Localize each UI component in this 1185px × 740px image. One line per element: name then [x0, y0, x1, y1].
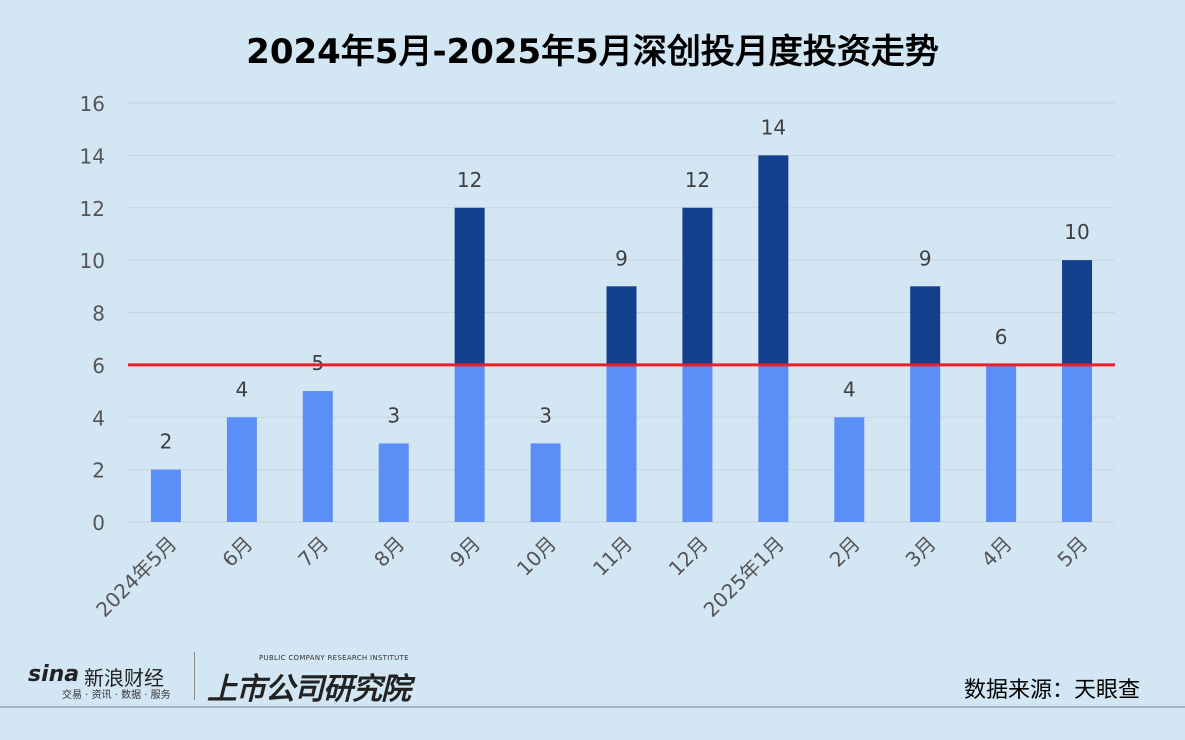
data-label: 14 — [761, 115, 786, 139]
bar-segment-below-6 — [758, 364, 789, 522]
bar-segment-below-6 — [530, 443, 561, 522]
bar-segment-above-6 — [682, 207, 713, 365]
institute-english-name: PUBLIC COMPANY RESEARCH INSTITUTE — [259, 654, 409, 662]
bar-segment-below-6 — [302, 391, 333, 522]
bar-segment-below-6 — [150, 469, 181, 522]
sina-finance-logo: sina 新浪财经 交易 · 资讯 · 数据 · 服务 — [28, 652, 188, 702]
x-tick-label: 3月 — [901, 532, 941, 572]
y-tick-label: 10 — [80, 249, 105, 273]
x-tick-label: 8月 — [369, 532, 409, 572]
data-label: 2 — [160, 430, 173, 454]
x-tick-label: 9月 — [445, 532, 485, 572]
chart-title: 2024年5月-2025年5月深创投月度投资走势 — [246, 32, 939, 72]
bar-segment-above-6 — [454, 207, 485, 365]
bar-segment-below-6 — [378, 443, 409, 522]
bar-segment-below-6 — [910, 364, 941, 522]
x-tick-label: 4月 — [977, 532, 1017, 572]
bar-segment-above-6 — [910, 286, 941, 365]
y-tick-label: 8 — [92, 302, 105, 326]
bar-segment-below-6 — [606, 364, 637, 522]
x-tick-label: 6月 — [217, 532, 257, 572]
x-tick-label: 11月 — [588, 532, 637, 581]
bar-segment-above-6 — [1062, 260, 1093, 365]
data-label: 6 — [995, 325, 1008, 349]
data-label: 10 — [1064, 220, 1089, 244]
sina-logo-tagline: 交易 · 资讯 · 数据 · 服务 — [62, 690, 171, 701]
bar-segment-below-6 — [226, 417, 257, 522]
sina-logo-name: 新浪财经 — [84, 666, 164, 690]
logo-divider — [194, 652, 195, 700]
data-label: 4 — [236, 377, 249, 401]
y-tick-label: 12 — [80, 197, 105, 221]
bar-chart: 0 2 4 6 8 10 12 14 16 2 2024年5月 4 6月 5 7月 3 8月 12 9月 3 10月 9 1… — [80, 92, 1115, 622]
bar-segment-below-6 — [986, 364, 1017, 522]
x-tick-label: 2024年5月 — [91, 532, 181, 622]
bar-segment-below-6 — [682, 364, 713, 522]
x-tick-label: 12月 — [664, 532, 713, 581]
bar-segment-below-6 — [834, 417, 865, 522]
x-tick-label: 10月 — [512, 532, 561, 581]
sina-logo-word: sina — [28, 662, 80, 687]
data-label: 3 — [387, 403, 400, 427]
y-tick-label: 2 — [92, 459, 105, 483]
data-label: 9 — [919, 246, 932, 270]
bar-segment-below-6 — [1062, 364, 1093, 522]
y-tick-label: 0 — [92, 511, 105, 535]
y-tick-label: 4 — [92, 406, 105, 430]
x-tick-label: 5月 — [1052, 532, 1092, 572]
data-label: 5 — [311, 351, 324, 375]
data-label: 12 — [685, 168, 710, 192]
research-institute-logo: PUBLIC COMPANY RESEARCH INSTITUTE 上市公司研究… — [205, 652, 425, 707]
y-tick-label: 6 — [92, 354, 105, 378]
data-label: 9 — [615, 246, 628, 270]
bar-segment-above-6 — [758, 155, 789, 365]
data-label: 12 — [457, 168, 482, 192]
x-tick-label: 2月 — [825, 532, 865, 572]
y-tick-label: 14 — [80, 144, 105, 168]
x-tick-label: 2025年1月 — [699, 532, 789, 622]
data-label: 3 — [539, 403, 552, 427]
bar-segment-above-6 — [606, 286, 637, 365]
bar-segment-below-6 — [454, 364, 485, 522]
y-tick-label: 16 — [80, 92, 105, 116]
institute-chinese-name: 上市公司研究院 — [207, 672, 411, 707]
data-label: 4 — [843, 377, 856, 401]
bottom-divider — [0, 706, 1185, 708]
x-tick-label: 7月 — [293, 532, 333, 572]
data-source: 数据来源：天眼查 — [963, 678, 1140, 703]
